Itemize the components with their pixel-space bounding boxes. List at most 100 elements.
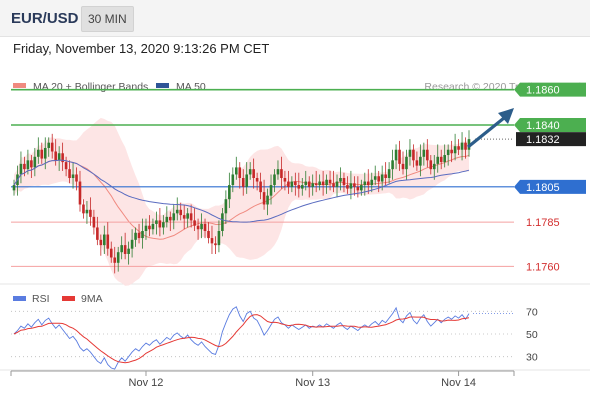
candles <box>12 130 471 274</box>
candle-body <box>276 169 280 175</box>
candle <box>426 139 429 168</box>
candle-body <box>109 248 113 258</box>
candle-body <box>325 179 328 186</box>
candle-body <box>349 183 353 189</box>
legend-swatch-ma20 <box>13 83 26 88</box>
candle <box>200 213 203 239</box>
candle-body <box>405 156 408 170</box>
candle-body <box>210 238 214 244</box>
candle <box>255 172 259 191</box>
candle-body <box>245 174 249 187</box>
candle-body <box>280 169 283 178</box>
candle-body <box>168 216 172 221</box>
candle <box>89 197 92 226</box>
candle <box>366 169 370 194</box>
candle <box>391 149 394 180</box>
candle-body <box>234 167 238 175</box>
candle-body <box>214 243 217 246</box>
candle-body <box>366 181 370 186</box>
candle <box>335 174 339 198</box>
candle-body <box>12 185 16 191</box>
candle-body <box>61 153 64 163</box>
candle-body <box>127 248 130 254</box>
level-label-support: 1.1760 <box>526 261 560 273</box>
candle <box>387 162 391 184</box>
candle <box>384 162 387 186</box>
candle-body <box>78 181 82 205</box>
candle <box>113 246 117 274</box>
candle <box>311 174 315 196</box>
candle-body <box>123 245 127 254</box>
candle-body <box>262 192 266 205</box>
candle <box>30 155 33 178</box>
candle-body <box>373 176 377 180</box>
candle <box>193 208 196 231</box>
candle <box>401 151 405 175</box>
rsi-line <box>13 306 470 370</box>
candle <box>189 204 193 228</box>
candle-body <box>155 220 158 224</box>
candle <box>50 133 54 159</box>
candle <box>19 151 23 184</box>
candle-body <box>26 160 30 170</box>
level-label-resistance: 1.1840 <box>526 120 560 132</box>
candle-body <box>384 174 387 178</box>
chart-datetime: Friday, November 13, 2020 9:13:26 PM CET <box>13 41 270 56</box>
candle-body <box>71 174 75 178</box>
candle-body <box>453 146 457 154</box>
candle-body <box>203 223 207 231</box>
candle-body <box>391 160 394 170</box>
candle <box>224 190 228 224</box>
candle-body <box>294 181 297 186</box>
candle-body <box>82 204 85 214</box>
candle-body <box>311 183 315 187</box>
candle <box>328 170 332 191</box>
candle-body <box>387 169 391 178</box>
candle <box>158 208 162 237</box>
candle-body <box>290 181 294 187</box>
candle-body <box>47 142 51 148</box>
candle-body <box>457 146 460 150</box>
candle <box>155 211 158 235</box>
candle-body <box>144 225 148 231</box>
candle-body <box>450 149 453 154</box>
candle-body <box>304 181 308 186</box>
candle <box>436 144 440 173</box>
legend-swatch-ma50 <box>156 83 169 88</box>
candle-body <box>273 174 276 186</box>
forecast-arrow-shaft <box>466 116 506 149</box>
candle-body <box>137 232 141 239</box>
candle-body <box>99 239 103 246</box>
candle <box>175 197 179 221</box>
candle-body <box>248 169 252 175</box>
candle-body <box>241 178 245 187</box>
candle <box>151 218 155 235</box>
candle-body <box>54 151 57 161</box>
candle-body <box>297 185 301 189</box>
candle-body <box>398 149 401 164</box>
candle-body <box>40 149 44 159</box>
candle-body <box>75 174 78 182</box>
candle <box>75 167 78 191</box>
candle <box>262 179 266 210</box>
candle-body <box>300 185 304 189</box>
candle <box>82 199 85 219</box>
candle <box>283 170 287 191</box>
candle <box>127 241 130 265</box>
candle-body <box>200 223 203 230</box>
candle-body <box>217 231 221 246</box>
candle <box>33 147 37 177</box>
candle <box>314 170 318 193</box>
candle-body <box>68 169 71 178</box>
candle <box>231 167 235 193</box>
candle <box>47 137 51 157</box>
candle-body <box>120 245 123 253</box>
candle-body <box>307 181 311 187</box>
candle-body <box>224 199 228 214</box>
candle-body <box>269 185 273 196</box>
timeframe-badge[interactable]: 30 MIN <box>81 6 134 32</box>
candle <box>370 172 374 193</box>
candle-body <box>339 178 342 182</box>
candle <box>182 204 186 230</box>
